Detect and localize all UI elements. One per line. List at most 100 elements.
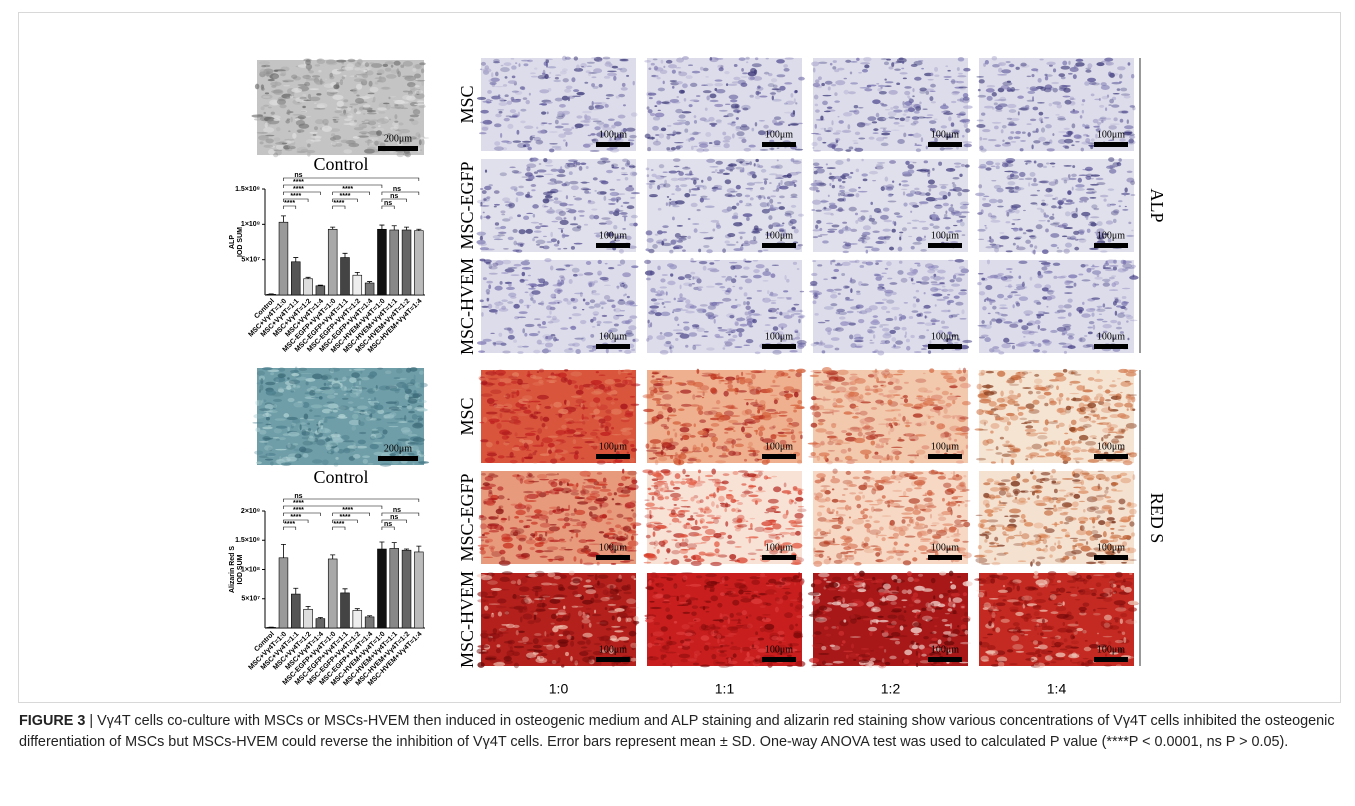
micrograph-texture [850,374,857,376]
micrograph-texture [1052,198,1055,199]
micrograph-texture [1118,111,1128,114]
micrograph-texture [386,74,397,79]
micrograph-texture [824,111,831,113]
micrograph-texture [540,225,549,227]
micrograph-texture [722,298,731,302]
micrograph-texture [703,245,709,248]
micrograph-texture [500,67,510,72]
micrograph-texture [943,375,954,379]
micrograph-texture [859,411,867,416]
micrograph-texture [835,327,844,331]
micrograph-texture [701,443,703,447]
micrograph-texture [1111,104,1119,107]
micrograph-texture [931,395,943,400]
micrograph-texture [617,264,621,266]
micrograph-texture [827,330,831,335]
micrograph-texture [556,268,566,270]
micrograph-texture [1127,394,1137,396]
micrograph-texture [557,473,559,475]
micrograph-texture [271,85,276,88]
micrograph-texture [893,386,902,391]
micrograph-texture [790,93,793,97]
micrograph-texture [486,292,489,294]
micrograph-texture [603,57,611,60]
micrograph-texture [934,75,939,77]
micrograph-texture [899,183,902,185]
micrograph-texture [547,111,549,114]
micrograph-texture [488,79,491,82]
micrograph-texture [619,249,624,254]
scale-bar [1094,243,1128,248]
micrograph-texture [1059,393,1064,398]
micrograph-texture [530,136,533,141]
micrograph-texture [1089,435,1097,438]
micrograph-texture [1037,395,1045,399]
micrograph-texture [512,409,521,411]
micrograph-texture [893,417,896,419]
micrograph-texture [931,281,938,283]
micrograph-texture [795,90,798,93]
micrograph-texture [726,438,734,443]
micrograph-texture [614,323,619,326]
micrograph-texture [536,244,540,246]
micrograph-texture [1069,427,1076,432]
micrograph-texture [892,181,894,183]
micrograph-texture [965,164,970,167]
micrograph-texture [477,232,486,236]
micrograph-texture [784,394,793,398]
micrograph-texture [274,70,279,72]
micrograph-texture [764,72,769,75]
micrograph-texture [943,217,951,219]
micrograph-texture [691,146,694,150]
micrograph-texture [605,104,609,108]
micrograph-texture [790,123,798,125]
micrograph-texture [859,394,863,399]
micrograph-texture [512,170,519,173]
micrograph-texture [982,198,986,201]
micrograph-texture [1030,172,1036,177]
micrograph-texture [354,120,357,123]
micrograph-texture [650,439,662,444]
micrograph-texture [740,276,748,278]
micrograph-texture [821,399,831,401]
micrograph-texture [1102,321,1107,323]
micrograph-texture [736,203,739,206]
micrograph-texture [834,69,839,72]
micrograph-texture [990,423,999,429]
micrograph-texture [574,385,578,389]
micrograph-texture [1031,144,1033,149]
micrograph-texture [1005,221,1010,223]
micrograph-texture [561,229,563,233]
micrograph-texture [986,88,995,92]
micrograph-texture [671,147,676,150]
micrograph-texture [526,284,528,286]
micrograph-texture [815,79,819,83]
micrograph-texture [542,437,553,443]
micrograph-texture [813,68,816,73]
micrograph-texture [690,305,697,308]
micrograph-texture [886,423,889,428]
micrograph-texture [572,343,580,347]
micrograph-texture [878,85,886,87]
micrograph-texture [539,461,546,463]
micrograph-texture [1109,169,1116,174]
micrograph-texture [753,236,756,241]
micrograph-texture [953,184,957,188]
row-label: MSC-EGFP [457,161,477,249]
micrograph-texture [951,210,960,214]
micrograph-texture [1030,277,1033,281]
micrograph-texture [854,105,858,108]
micrograph-texture [745,409,752,415]
micrograph-texture [1079,417,1088,422]
micrograph-texture [1018,178,1024,180]
micrograph-texture [581,431,587,435]
micrograph-texture [394,61,401,66]
micrograph-texture [623,202,630,204]
micrograph-texture [551,221,558,223]
micrograph-texture [632,338,639,342]
micrograph-texture [1023,336,1025,338]
micrograph-texture [786,418,793,423]
micrograph-texture [750,77,755,80]
micrograph-texture [1058,423,1064,427]
micrograph-texture [606,462,611,463]
